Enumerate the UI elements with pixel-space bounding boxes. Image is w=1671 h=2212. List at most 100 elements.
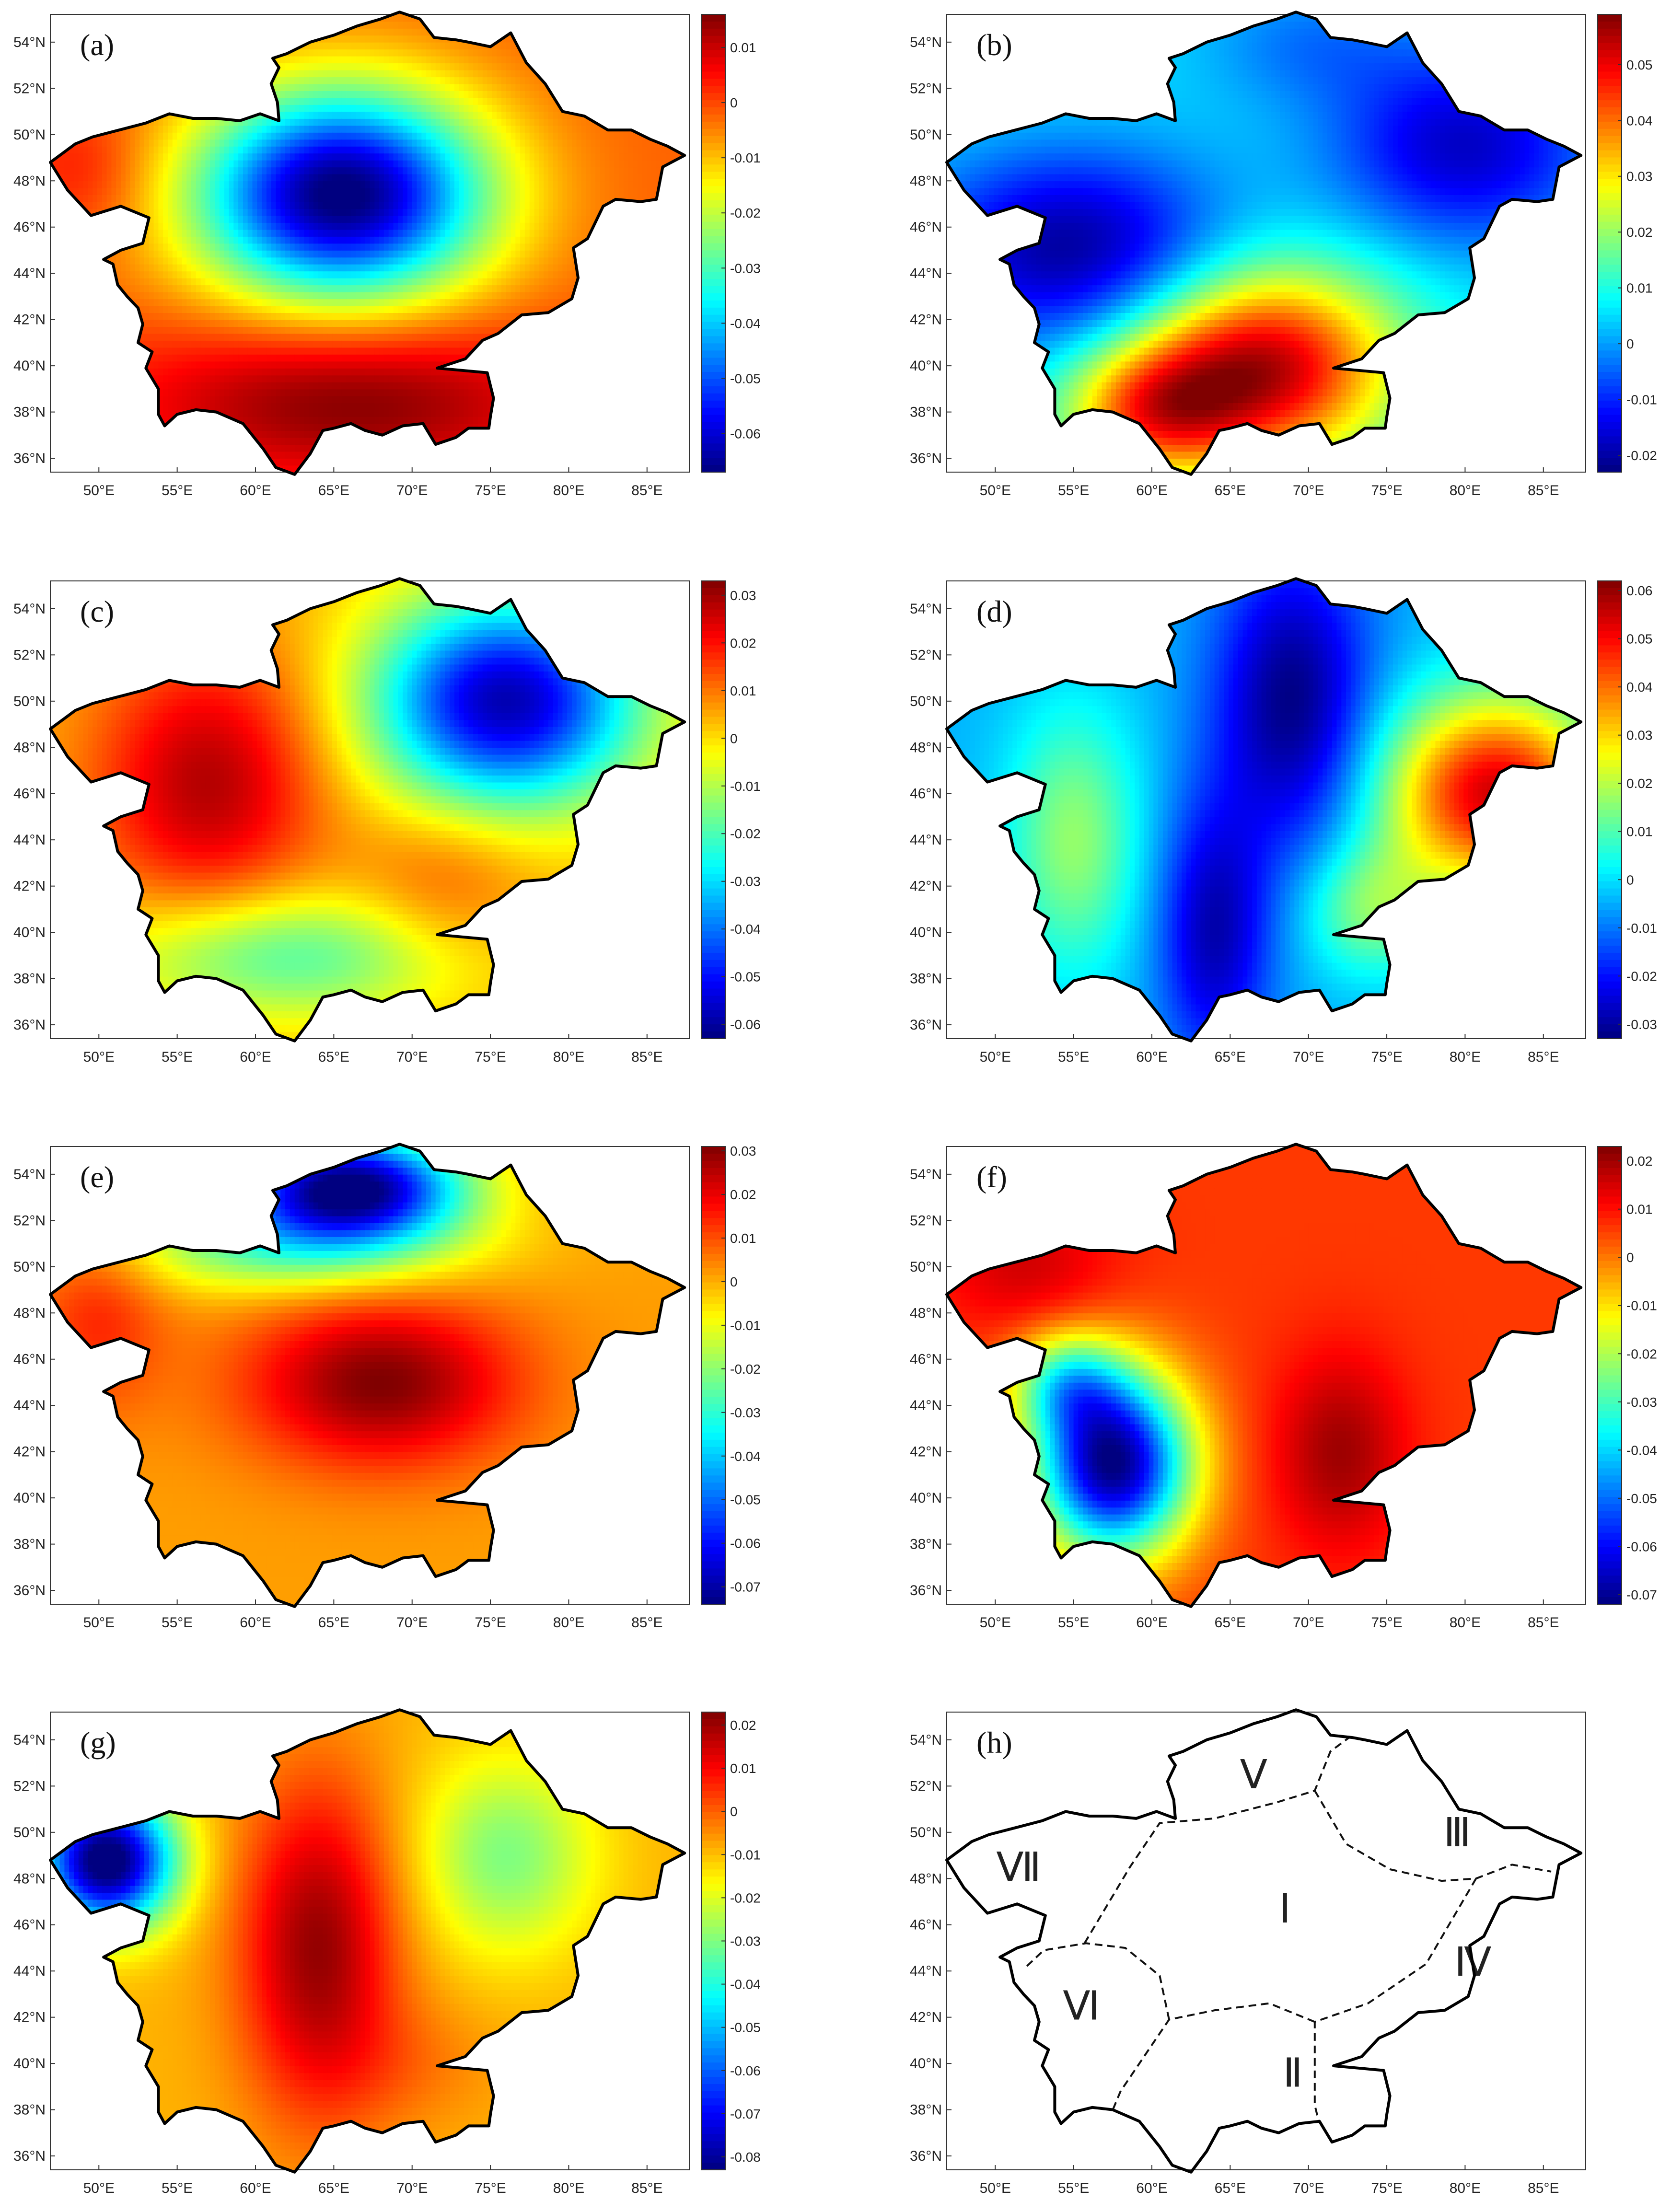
heatmap-cell [356, 278, 361, 285]
heatmap-cell [389, 91, 394, 98]
heatmap-cell [389, 153, 394, 160]
heatmap-cell [280, 389, 286, 396]
heatmap-cell [139, 278, 145, 285]
heatmap-cell [389, 264, 394, 271]
heatmap-cell [290, 306, 295, 313]
heatmap-cell [379, 70, 384, 77]
heatmap-cell [97, 160, 103, 167]
heatmap-cell [323, 264, 328, 271]
heatmap-cell [327, 8, 333, 15]
heatmap-cell [290, 340, 295, 347]
heatmap-cell [139, 181, 145, 188]
heatmap-cell [356, 382, 361, 389]
heatmap-cell [238, 368, 244, 375]
heatmap-cell [351, 174, 356, 181]
heatmap-cell [347, 389, 352, 396]
heatmap-cell [379, 195, 384, 202]
heatmap-cell [130, 167, 136, 174]
heatmap-cell [186, 285, 192, 292]
heatmap-cell [379, 382, 384, 389]
heatmap-cell [243, 368, 248, 375]
heatmap-cell [295, 347, 300, 355]
heatmap-cell [351, 313, 356, 320]
heatmap-cell [262, 167, 267, 174]
heatmap-cell [215, 340, 220, 347]
heatmap-cell [271, 410, 277, 417]
heatmap-cell [351, 243, 356, 251]
heatmap-cell [163, 236, 168, 243]
heatmap-cell [154, 326, 159, 334]
heatmap-cell [374, 56, 380, 63]
heatmap-cell [374, 375, 380, 382]
heatmap-cell [205, 216, 210, 223]
heatmap-cell [163, 354, 168, 361]
heatmap-cell [248, 410, 253, 417]
heatmap-cell [253, 208, 258, 216]
heatmap-cell [290, 264, 295, 271]
heatmap-cell [342, 139, 347, 147]
heatmap-cell [257, 417, 262, 424]
heatmap-cell [370, 167, 375, 174]
heatmap-cell [347, 299, 352, 306]
heatmap-cell [168, 243, 173, 251]
heatmap-cell [262, 430, 267, 438]
heatmap-cell [154, 181, 159, 188]
heatmap-cell [389, 417, 394, 424]
heatmap-cell [205, 264, 210, 271]
heatmap-cell [177, 292, 183, 299]
heatmap-cell [149, 160, 154, 167]
heatmap-cell [163, 410, 168, 417]
heatmap-cell [309, 188, 314, 195]
heatmap-cell [295, 112, 300, 119]
heatmap-cell [379, 8, 384, 15]
heatmap-cell [271, 340, 277, 347]
heatmap-cell [342, 132, 347, 139]
heatmap-cell [158, 118, 163, 126]
heatmap-cell [285, 216, 290, 223]
heatmap-cell [121, 132, 126, 139]
heatmap-cell [327, 264, 333, 271]
heatmap-cell [300, 306, 305, 313]
heatmap-cell [280, 396, 286, 403]
heatmap-cell [374, 181, 380, 188]
heatmap-cell [360, 63, 366, 70]
heatmap-cell [384, 347, 389, 355]
heatmap-cell [173, 250, 178, 257]
heatmap-cell [173, 361, 178, 369]
heatmap-cell [177, 257, 183, 264]
heatmap-cell [332, 334, 337, 341]
heatmap-cell [323, 167, 328, 174]
heatmap-cell [295, 334, 300, 341]
heatmap-cell [130, 292, 136, 299]
heatmap-cell [177, 334, 183, 341]
heatmap-cell [182, 160, 187, 167]
heatmap-cell [144, 188, 150, 195]
heatmap-cell [332, 132, 337, 139]
heatmap-cell [201, 361, 206, 369]
heatmap-cell [149, 264, 154, 271]
heatmap-cell [243, 174, 248, 181]
heatmap-cell [351, 320, 356, 327]
heatmap-cell [285, 424, 290, 431]
heatmap-cell [168, 354, 173, 361]
heatmap-cell [262, 126, 267, 133]
heatmap-cell [158, 8, 163, 15]
heatmap-cell [309, 195, 314, 202]
heatmap-cell [332, 250, 337, 257]
heatmap-cell [327, 195, 333, 202]
heatmap-cell [163, 292, 168, 299]
heatmap-cell [342, 153, 347, 160]
heatmap-cell [347, 42, 352, 49]
heatmap-cell [191, 292, 197, 299]
heatmap-cell [280, 139, 286, 147]
heatmap-cell [111, 160, 116, 167]
heatmap-cell [342, 320, 347, 327]
heatmap-cell [309, 160, 314, 167]
heatmap-cell [224, 174, 230, 181]
heatmap-cell [365, 118, 371, 126]
heatmap-cell [290, 118, 295, 126]
heatmap-cell [374, 77, 380, 84]
heatmap-cell [163, 334, 168, 341]
heatmap-cell [186, 222, 192, 230]
heatmap-cell [229, 188, 234, 195]
